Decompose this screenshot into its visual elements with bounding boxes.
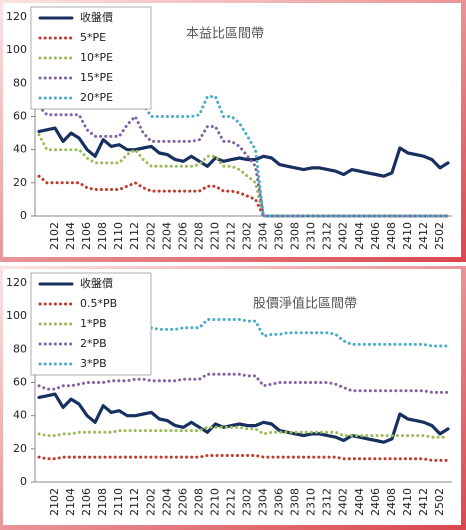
x-tick-label: 2104 (64, 222, 77, 250)
x-tick-label: 2208 (192, 222, 205, 250)
x-tick-label: 2204 (160, 488, 173, 516)
y-tick-label: 100 (6, 309, 27, 322)
x-tick-label: 2308 (289, 222, 302, 250)
series-line (37, 126, 450, 178)
y-tick-label: 120 (6, 276, 27, 289)
x-tick-label: 2402 (337, 222, 350, 250)
x-tick-label: 2210 (208, 222, 221, 250)
y-tick-label: 80 (13, 76, 27, 89)
legend-label: 10*PE (80, 51, 113, 64)
x-tick-label: 2308 (289, 488, 302, 516)
x-tick-label: 2312 (321, 222, 334, 250)
x-tick-label: 2312 (321, 488, 334, 516)
x-tick-label: 2310 (305, 488, 318, 516)
y-tick-label: 0 (20, 475, 27, 488)
legend-label: 15*PE (80, 71, 113, 84)
x-tick-label: 2206 (176, 222, 189, 250)
x-tick-label: 2306 (273, 222, 286, 250)
series-line (37, 372, 450, 394)
x-tick-label: 2302 (241, 222, 254, 250)
x-tick-label: 2304 (257, 222, 270, 250)
x-tick-label: 2106 (80, 222, 93, 250)
x-tick-label: 2104 (64, 488, 77, 516)
x-tick-label: 2502 (433, 488, 446, 516)
x-tick-label: 2408 (385, 488, 398, 516)
x-tick-label: 2212 (224, 222, 237, 250)
y-tick-label: 20 (13, 442, 27, 455)
x-tick-label: 2302 (241, 488, 254, 516)
x-tick-label: 2412 (417, 488, 430, 516)
x-tick-label: 2210 (208, 488, 221, 516)
legend-label: 1*PB (80, 317, 107, 330)
x-tick-label: 2412 (417, 222, 430, 250)
chart-title: 股價淨值比區間帶 (253, 296, 357, 312)
legend-label: 20*PE (80, 91, 113, 104)
x-tick-label: 2212 (224, 488, 237, 516)
x-tick-label: 2202 (144, 488, 157, 516)
x-tick-label: 2102 (48, 222, 61, 250)
x-tick-label: 2502 (433, 222, 446, 250)
x-tick-label: 2204 (160, 222, 173, 250)
x-tick-label: 2404 (353, 488, 366, 516)
x-tick-label: 2408 (385, 222, 398, 250)
x-tick-label: 2410 (401, 222, 414, 250)
x-tick-label: 2108 (96, 222, 109, 250)
x-tick-label: 2202 (144, 222, 157, 250)
x-tick-label: 2110 (112, 222, 125, 250)
x-tick-label: 2406 (369, 488, 382, 516)
series-line (37, 105, 450, 218)
chart-title: 本益比區間帶 (186, 27, 264, 42)
legend-label: 3*PB (80, 357, 107, 370)
y-tick-label: 80 (13, 342, 27, 355)
y-tick-label: 0 (20, 209, 27, 222)
y-tick-label: 120 (6, 10, 27, 23)
x-tick-label: 2102 (48, 488, 61, 516)
series-line (37, 454, 450, 462)
x-tick-label: 2404 (353, 222, 366, 250)
x-tick-label: 2406 (369, 222, 382, 250)
y-tick-label: 100 (6, 43, 27, 56)
x-tick-label: 2112 (128, 222, 141, 250)
legend-label: 收盤價 (80, 276, 113, 290)
legend-label: 0.5*PB (80, 297, 117, 310)
series-line (37, 392, 450, 444)
legend: 收盤價 5*PE 10*PE 15*PE 20*PE (30, 6, 152, 110)
x-tick-label: 2208 (192, 488, 205, 516)
x-tick-label: 2112 (128, 488, 141, 516)
y-tick-label: 40 (13, 409, 27, 422)
x-tick-label: 2306 (273, 488, 286, 516)
legend-label: 收盤價 (80, 10, 113, 24)
x-tick-label: 2304 (257, 488, 270, 516)
y-tick-label: 20 (13, 176, 27, 189)
y-tick-label: 60 (13, 110, 27, 123)
y-tick-label: 60 (13, 376, 27, 389)
y-tick-label: 40 (13, 143, 27, 156)
x-tick-label: 2206 (176, 488, 189, 516)
x-tick-label: 2106 (80, 488, 93, 516)
legend-label: 5*PE (80, 31, 106, 44)
legend-label: 2*PB (80, 337, 107, 350)
x-tick-label: 2410 (401, 488, 414, 516)
legend: 收盤價 0.5*PB 1*PB 2*PB 3*PB (30, 272, 152, 376)
x-tick-label: 2108 (96, 488, 109, 516)
x-tick-label: 2310 (305, 222, 318, 250)
x-tick-label: 2110 (112, 488, 125, 516)
x-tick-label: 2402 (337, 488, 350, 516)
